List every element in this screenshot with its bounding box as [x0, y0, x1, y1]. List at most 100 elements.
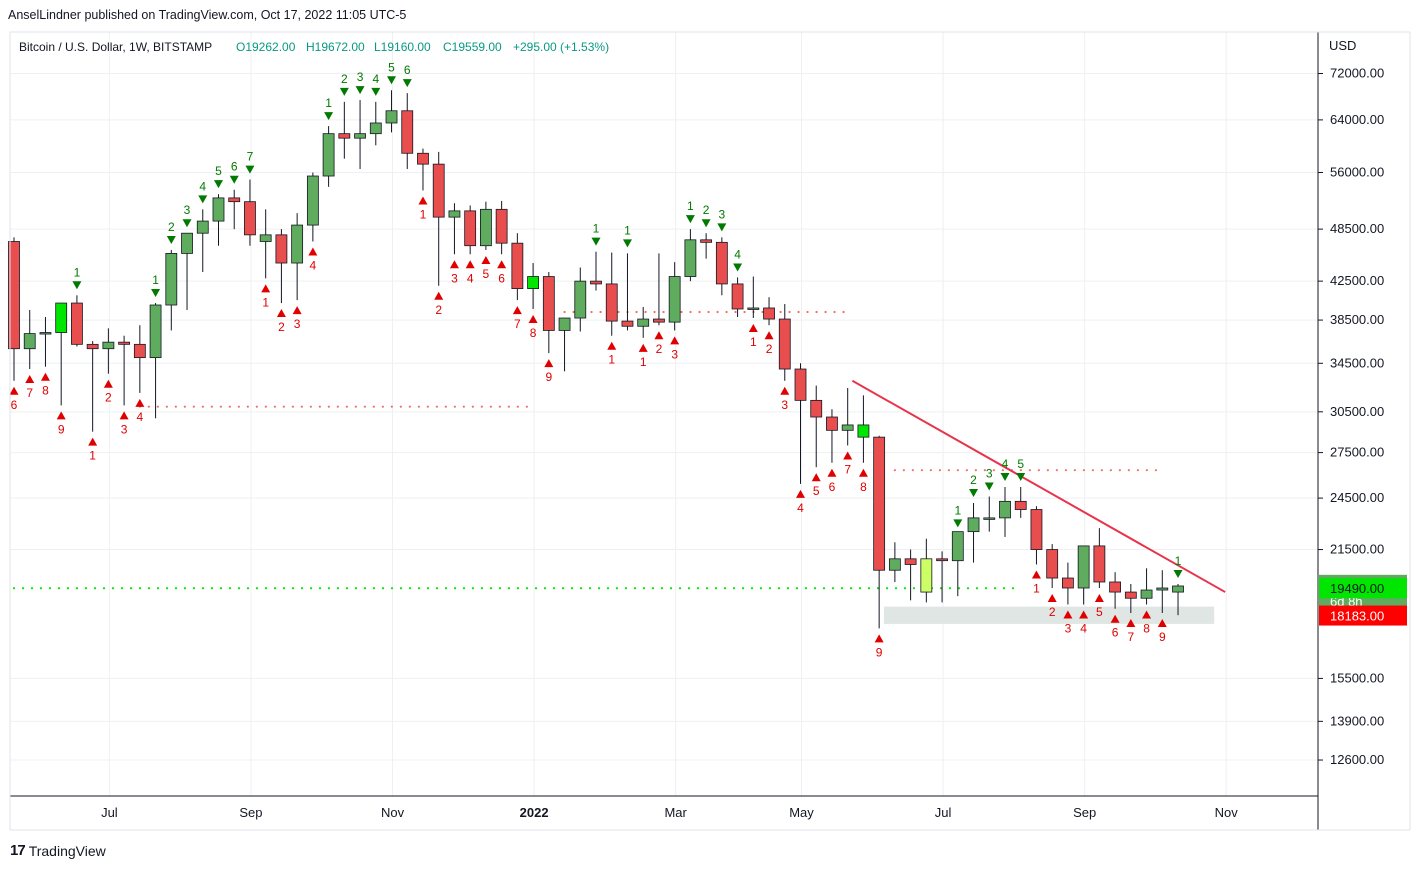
level-dot: [903, 587, 907, 590]
level-dot: [345, 587, 349, 590]
candle-body: [1062, 577, 1074, 589]
level-dot: [444, 405, 447, 408]
level-dot: [902, 469, 905, 472]
count-up-label: 5: [215, 164, 222, 178]
count-down-label: 9: [1159, 630, 1166, 644]
count-down-label: 8: [860, 480, 867, 494]
level-dot: [947, 469, 950, 472]
count-down-label: 8: [1143, 622, 1150, 636]
y-tick-label: 12600.00: [1330, 752, 1384, 767]
level-dot: [678, 587, 682, 590]
candle-body: [983, 517, 996, 520]
level-dot: [1109, 469, 1112, 472]
count-down-label: 6: [1112, 626, 1119, 640]
candle-body: [904, 558, 917, 565]
level-dot: [273, 587, 277, 590]
count-up-triangle: [1000, 473, 1010, 482]
level-dot: [507, 587, 511, 590]
count-down-triangle: [874, 634, 884, 643]
level-dot: [815, 310, 818, 314]
count-down-triangle: [654, 331, 664, 340]
level-dot: [291, 405, 294, 408]
price-badge: [1319, 578, 1407, 599]
symbol-legend: Bitcoin / U.S. Dollar, 1W, BITSTAMP O192…: [19, 38, 1356, 54]
level-dot: [588, 587, 592, 590]
level-dot: [572, 310, 575, 314]
y-tick-label: 42500.00: [1330, 273, 1384, 288]
candle-body: [700, 239, 713, 243]
level-dot: [1100, 469, 1103, 472]
candle-body: [1030, 509, 1043, 550]
level-dot: [264, 587, 268, 590]
count-up-triangle: [151, 289, 161, 298]
count-up-triangle: [198, 195, 208, 204]
level-dot: [797, 310, 800, 314]
count-down-label: 3: [294, 317, 301, 331]
level-dot: [489, 405, 492, 408]
level-dot: [426, 587, 430, 590]
candle-body: [448, 210, 461, 218]
count-up-label: 1: [325, 96, 332, 110]
level-dot: [966, 587, 970, 590]
level-dot: [39, 587, 43, 590]
x-tick-label: May: [789, 805, 814, 820]
y-tick-label: 64000.00: [1330, 112, 1384, 127]
level-dot: [876, 587, 880, 590]
level-dot: [435, 405, 438, 408]
level-dot: [174, 587, 178, 590]
count-up-triangle: [984, 482, 994, 491]
level-dot: [174, 405, 177, 408]
y-tick-label: 21500.00: [1330, 542, 1384, 557]
level-dot: [1011, 587, 1015, 590]
level-dot: [354, 587, 358, 590]
legend-open: O19262.00: [236, 40, 296, 54]
candle-body: [1046, 549, 1059, 579]
level-dot: [893, 469, 896, 472]
level-dot: [381, 587, 385, 590]
count-down-label: 6: [829, 480, 836, 494]
plot-frame: [9, 31, 1319, 797]
trendline[interactable]: [851, 379, 1226, 593]
level-dot: [561, 587, 565, 590]
level-dot: [993, 587, 997, 590]
candle-body: [857, 424, 870, 438]
level-dot: [1154, 469, 1157, 472]
level-dot: [840, 587, 844, 590]
count-down-triangle: [1079, 610, 1089, 619]
level-dot: [552, 587, 556, 590]
candle-body: [967, 517, 980, 533]
level-dot: [327, 587, 331, 590]
candle-body: [369, 122, 382, 135]
candle-body: [527, 276, 539, 290]
level-dot: [210, 405, 213, 408]
level-dot: [543, 587, 547, 590]
level-dot: [761, 310, 764, 314]
count-down-label: 2: [105, 391, 112, 405]
level-dot: [894, 587, 898, 590]
candle-body: [653, 318, 665, 323]
candle-body: [1124, 591, 1137, 599]
level-dot: [813, 587, 817, 590]
count-up-triangle: [969, 488, 979, 497]
count-up-label: 6: [231, 160, 238, 174]
price-badge-label: 19490.00: [1330, 581, 1384, 596]
y-tick-label: 56000.00: [1330, 164, 1384, 179]
count-down-label: 1: [608, 353, 615, 367]
level-dot: [975, 587, 979, 590]
level-dot: [806, 310, 809, 314]
price-badge: [1319, 605, 1407, 626]
level-dot: [615, 587, 619, 590]
y-tick-label: 13900.00: [1330, 713, 1384, 728]
level-dot: [920, 469, 923, 472]
candle-body: [196, 220, 209, 234]
candle-body: [574, 280, 587, 319]
count-up-label: 5: [1017, 457, 1024, 471]
count-up-triangle: [245, 165, 255, 174]
level-dot: [399, 587, 403, 590]
candle-body: [794, 368, 807, 401]
level-dot: [480, 587, 484, 590]
candle-body: [605, 283, 618, 322]
level-dot: [795, 587, 799, 590]
level-dot: [651, 587, 655, 590]
